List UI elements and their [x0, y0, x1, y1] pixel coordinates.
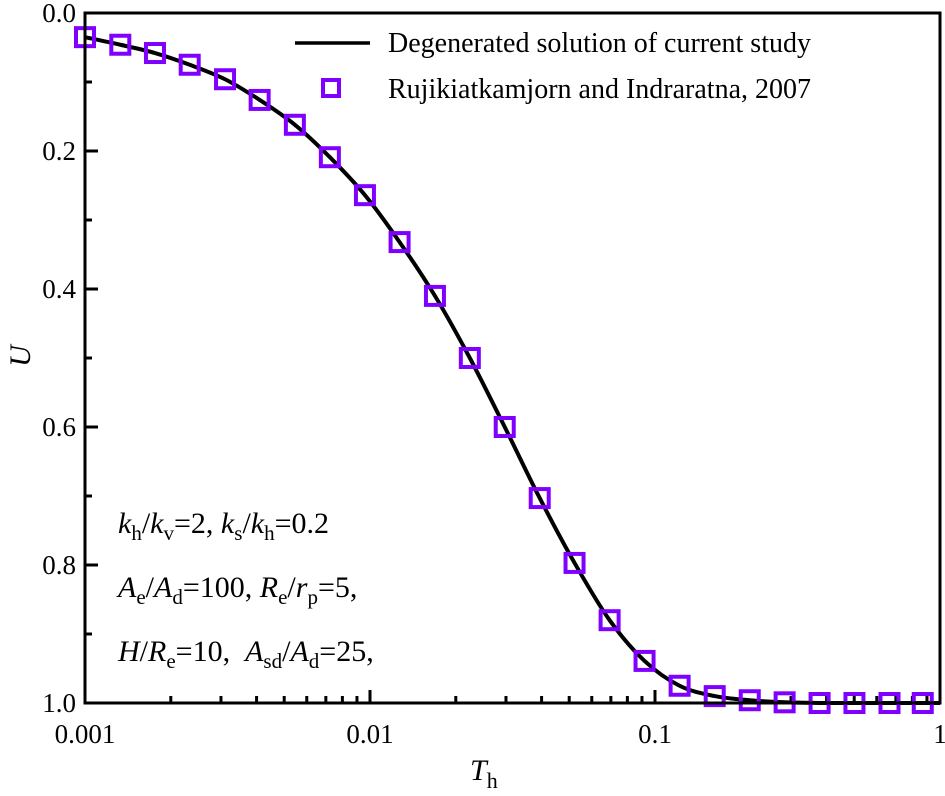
annotation-segment: /	[242, 507, 251, 540]
annotation-segment: p	[307, 585, 318, 609]
data-point-marker	[668, 674, 691, 697]
annotation-segment: /	[146, 571, 155, 604]
annotation-segment: =0.2	[275, 507, 329, 540]
annotation-segment: k	[251, 507, 265, 540]
annotation-segment: e	[166, 649, 175, 673]
annotation-segment: /	[287, 571, 296, 604]
annotation-segment: k	[221, 507, 235, 540]
data-point-marker	[528, 487, 551, 510]
annotation-line: H/Re=10, Asd/Ad=25,	[117, 635, 374, 673]
annotation-segment: /	[140, 635, 149, 668]
y-tick-label: 0.4	[42, 274, 76, 304]
x-tick-label: 1	[933, 719, 945, 749]
y-tick-label: 0.6	[42, 412, 76, 442]
annotation-segment: h	[131, 521, 142, 545]
data-point-marker	[248, 88, 271, 111]
annotation-segment: k	[118, 507, 132, 540]
annotation-line: kh/kv=2, ks/kh=0.2	[118, 507, 329, 545]
annotation-segment: R	[147, 635, 166, 668]
annotation-segment: sd	[263, 649, 282, 673]
annotation-segment: A	[116, 571, 137, 604]
annotation-segment: A	[152, 571, 173, 604]
annotation-segment: A	[288, 635, 309, 668]
data-point-marker	[143, 42, 166, 65]
data-point-marker	[493, 416, 516, 438]
data-point-marker	[598, 609, 621, 632]
data-point-marker	[423, 284, 446, 307]
x-tick-label: 0.1	[638, 719, 672, 749]
annotation-segment: =100,	[183, 571, 260, 604]
annotation-segment: d	[172, 585, 183, 609]
x-axis-title: Th	[470, 754, 498, 793]
legend-label-line: Degenerated solution of current study	[388, 28, 811, 59]
x-axis-title-main: T	[470, 754, 489, 787]
annotation-segment: /	[282, 635, 291, 668]
annotation-segment: =2,	[174, 507, 221, 540]
axis-ticks: 0.001 0.01 0.1 1 0.0 0.2 0.4 0.6 0.8 1.0	[42, 0, 945, 749]
series-marker-layer	[74, 26, 934, 714]
annotation-segment: d	[309, 649, 320, 673]
data-point-marker	[563, 551, 586, 574]
annotation-segment: =25,	[319, 635, 373, 668]
annotation-segment: e	[278, 585, 287, 609]
data-point-marker	[178, 53, 201, 76]
x-tick-label: 0.001	[55, 719, 116, 749]
plot-frame	[83, 11, 942, 705]
legend-label-markers: Rujikiatkamjorn and Indraratna, 2007	[388, 74, 811, 105]
parameter-annotations: kh/kv=2, ks/kh=0.2Ae/Ad=100, Re/rp=5,H/R…	[116, 507, 374, 673]
annotation-segment: =10,	[176, 635, 245, 668]
annotation-segment: =5,	[318, 571, 357, 604]
annotation-segment: e	[136, 585, 145, 609]
annotation-segment: h	[264, 521, 275, 545]
annotation-segment: H	[117, 635, 142, 668]
data-point-marker	[109, 33, 132, 56]
data-point-marker	[633, 649, 656, 672]
y-tick-label: 0.0	[42, 0, 76, 28]
x-axis-title-sub: h	[487, 768, 498, 793]
annotation-segment: s	[234, 521, 242, 545]
data-point-marker	[214, 68, 237, 91]
y-tick-label: 0.8	[42, 550, 76, 580]
data-point-marker	[353, 184, 376, 207]
annotation-segment: /	[142, 507, 151, 540]
data-point-marker	[458, 347, 481, 369]
x-tick-label: 0.01	[346, 719, 393, 749]
y-axis-title: U	[4, 343, 37, 367]
data-point-marker	[703, 685, 726, 708]
legend: Degenerated solution of current study Ru…	[295, 28, 811, 105]
data-point-marker	[738, 689, 761, 712]
annotation-line: Ae/Ad=100, Re/rp=5,	[116, 571, 357, 609]
data-point-marker	[318, 146, 341, 169]
annotation-segment: A	[243, 635, 264, 668]
legend-square-swatch	[321, 78, 341, 98]
annotation-segment: k	[150, 507, 164, 540]
annotation-segment: R	[259, 571, 278, 604]
annotation-segment: r	[296, 571, 308, 604]
y-tick-label: 0.2	[42, 136, 76, 166]
annotation-segment: v	[164, 521, 175, 545]
y-tick-label: 1.0	[42, 688, 76, 718]
data-point-marker	[283, 113, 306, 136]
data-point-marker	[388, 231, 411, 254]
